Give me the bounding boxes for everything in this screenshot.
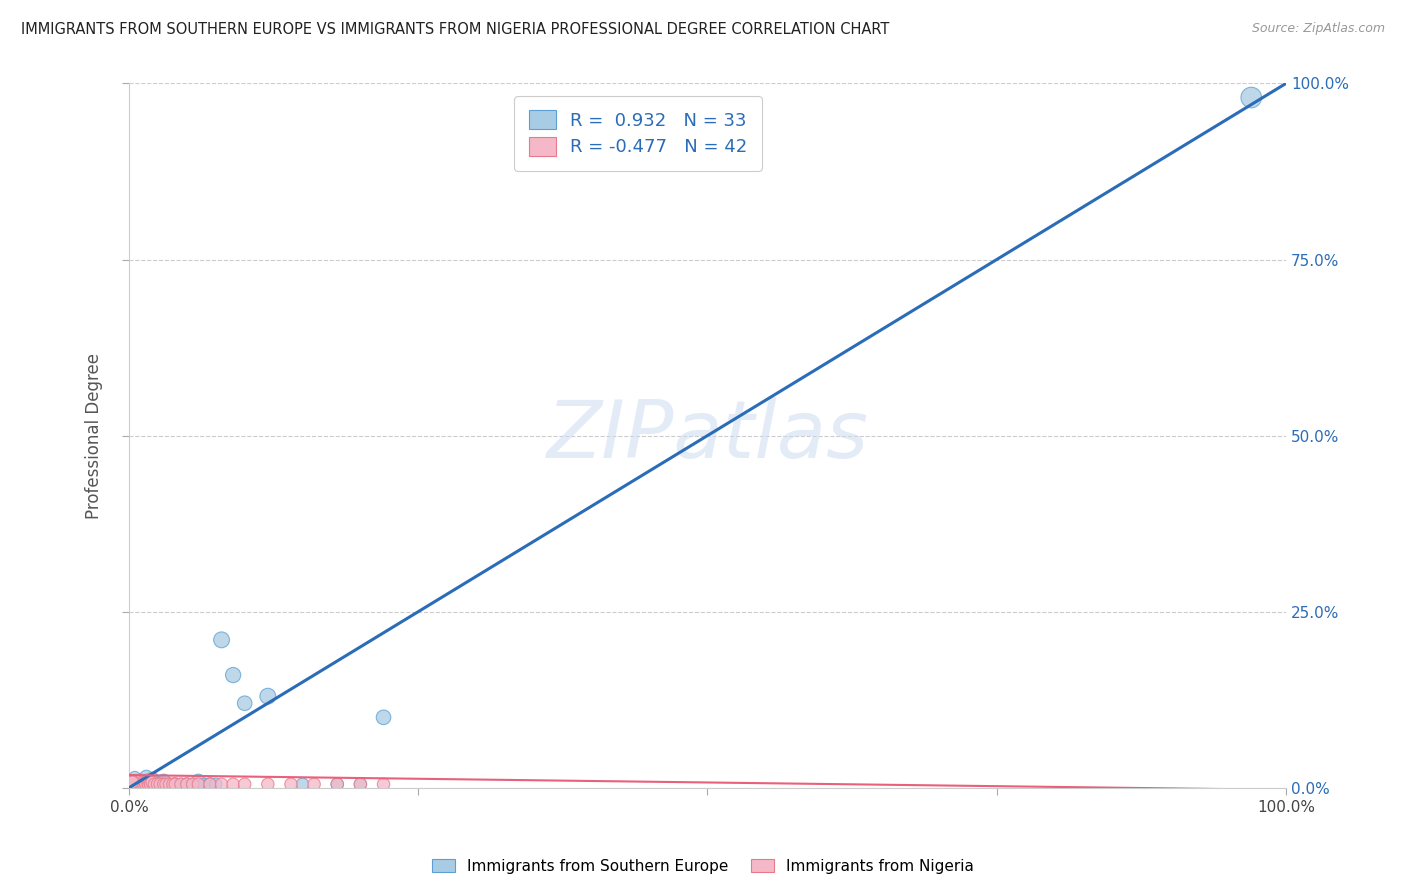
Legend: Immigrants from Southern Europe, Immigrants from Nigeria: Immigrants from Southern Europe, Immigra… xyxy=(426,853,980,880)
Point xyxy=(373,777,395,791)
Point xyxy=(233,777,256,791)
Point xyxy=(181,777,204,791)
Point xyxy=(211,777,233,791)
Point xyxy=(152,777,174,791)
Point xyxy=(135,770,157,784)
Legend: R =  0.932   N = 33, R = -0.477   N = 42: R = 0.932 N = 33, R = -0.477 N = 42 xyxy=(515,96,762,170)
Point xyxy=(141,772,163,787)
Point xyxy=(135,773,157,788)
Point xyxy=(176,777,198,791)
Point xyxy=(170,777,193,791)
Point xyxy=(152,777,174,791)
Point xyxy=(349,777,371,791)
Point xyxy=(187,773,209,788)
Point xyxy=(141,775,163,789)
Point xyxy=(152,773,174,788)
Point xyxy=(132,777,155,791)
Point xyxy=(136,773,159,788)
Point xyxy=(129,773,152,788)
Point xyxy=(120,777,142,791)
Text: Source: ZipAtlas.com: Source: ZipAtlas.com xyxy=(1251,22,1385,36)
Point xyxy=(129,773,152,788)
Point xyxy=(139,775,162,789)
Text: IMMIGRANTS FROM SOUTHERN EUROPE VS IMMIGRANTS FROM NIGERIA PROFESSIONAL DEGREE C: IMMIGRANTS FROM SOUTHERN EUROPE VS IMMIG… xyxy=(21,22,890,37)
Point xyxy=(176,777,198,791)
Text: ZIPatlas: ZIPatlas xyxy=(547,397,869,475)
Point xyxy=(146,777,169,791)
Point xyxy=(193,777,215,791)
Point xyxy=(162,777,184,791)
Point xyxy=(125,773,148,788)
Y-axis label: Professional Degree: Professional Degree xyxy=(86,352,103,518)
Point xyxy=(222,777,245,791)
Point xyxy=(291,777,314,791)
Point xyxy=(256,777,278,791)
Point xyxy=(211,632,233,647)
Point xyxy=(127,773,149,788)
Point xyxy=(256,689,278,703)
Point xyxy=(124,770,146,784)
Point xyxy=(124,777,146,791)
Point xyxy=(1240,90,1263,104)
Point xyxy=(159,777,181,791)
Point xyxy=(132,775,155,789)
Point xyxy=(120,773,142,788)
Point xyxy=(127,775,149,789)
Point xyxy=(139,777,162,791)
Point xyxy=(222,668,245,682)
Point xyxy=(302,777,325,791)
Point xyxy=(326,777,349,791)
Point xyxy=(127,777,149,791)
Point xyxy=(280,777,302,791)
Point xyxy=(165,777,187,791)
Point xyxy=(146,775,169,789)
Point xyxy=(131,777,153,791)
Point xyxy=(373,710,395,724)
Point xyxy=(124,777,146,791)
Point xyxy=(198,777,221,791)
Point xyxy=(159,777,181,791)
Point xyxy=(181,777,204,791)
Point xyxy=(149,777,172,791)
Point xyxy=(134,775,156,789)
Point xyxy=(122,775,145,789)
Point xyxy=(141,775,163,789)
Point xyxy=(170,777,193,791)
Point xyxy=(121,775,143,789)
Point xyxy=(146,777,169,791)
Point xyxy=(326,777,349,791)
Point xyxy=(165,777,187,791)
Point xyxy=(155,777,177,791)
Point xyxy=(143,777,166,791)
Point xyxy=(132,777,155,791)
Point xyxy=(128,777,150,791)
Point xyxy=(138,777,160,791)
Point xyxy=(135,777,157,791)
Point xyxy=(198,777,221,791)
Point xyxy=(349,777,371,791)
Point xyxy=(233,696,256,710)
Point xyxy=(187,777,209,791)
Point xyxy=(127,775,149,789)
Point xyxy=(204,777,226,791)
Point xyxy=(139,777,162,791)
